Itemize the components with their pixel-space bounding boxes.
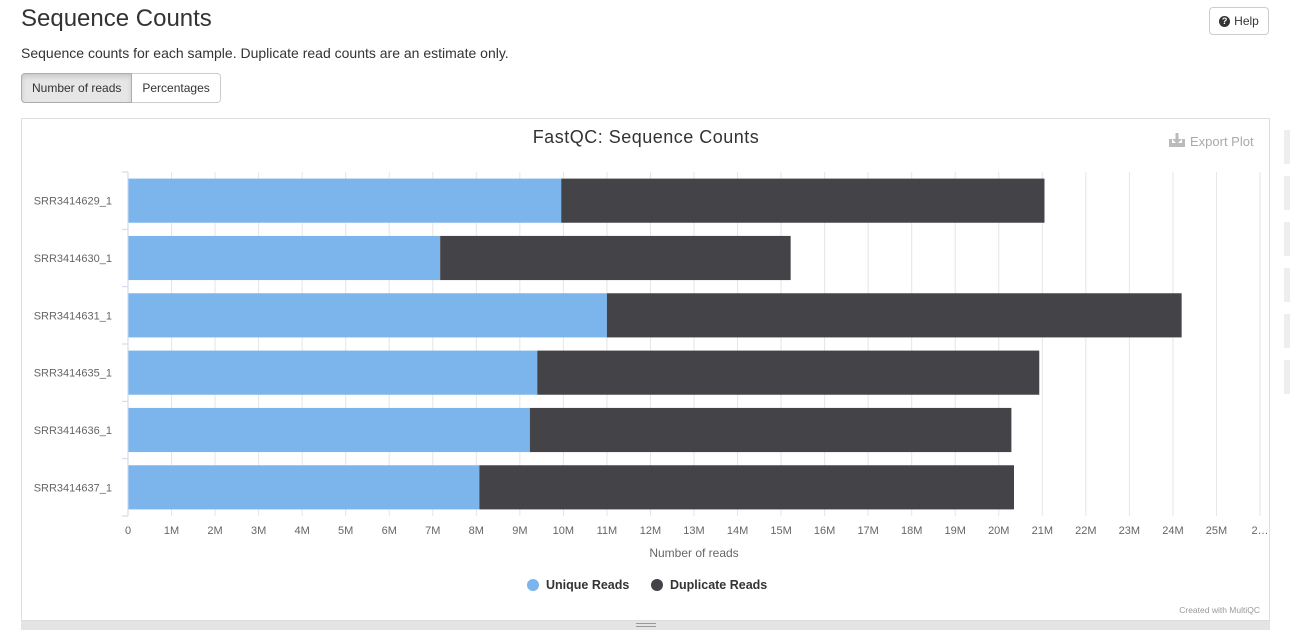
help-label: Help (1234, 14, 1259, 28)
export-plot-label: Export Plot (1190, 134, 1254, 149)
x-tick-label: 2M (207, 525, 222, 537)
side-tab[interactable] (1284, 222, 1290, 256)
legend-marker (527, 579, 539, 591)
chart-title: FastQC: Sequence Counts (533, 127, 760, 147)
help-button[interactable]: ? Help (1209, 7, 1269, 35)
page-description: Sequence counts for each sample. Duplica… (21, 45, 509, 61)
x-axis-title: Number of reads (649, 546, 738, 560)
x-tick-label: 24M (1162, 525, 1183, 537)
y-category-label: SRR3414630_1 (34, 253, 112, 265)
download-icon (1169, 133, 1185, 147)
x-tick-label: 20M (988, 525, 1009, 537)
credit-text: Created with MultiQC (1179, 605, 1260, 615)
x-tick-label: 3M (251, 525, 266, 537)
axis-layer: 0 1M 2M 3M 4M 5M 6M 7M 8M 9M 10M 11M 12M 13M 14M 15M 16M… (34, 171, 1269, 537)
x-tick-label: 2… (1251, 525, 1268, 537)
percentages-button[interactable]: Percentages (132, 73, 221, 103)
x-tick-label: 7M (425, 525, 440, 537)
legend-label: Unique Reads (546, 578, 629, 592)
unique-reads-bar[interactable] (128, 465, 480, 510)
side-toolbox-tabs (1284, 130, 1290, 406)
x-tick-label: 16M (814, 525, 835, 537)
x-tick-label: 11M (597, 525, 618, 537)
y-category-label: SRR3414631_1 (34, 310, 112, 322)
side-tab[interactable] (1284, 360, 1290, 394)
x-tick-label: 0 (125, 525, 131, 537)
side-tab[interactable] (1284, 176, 1290, 210)
x-tick-label: 6M (382, 525, 397, 537)
unique-reads-bar[interactable] (128, 235, 441, 281)
unique-reads-bar[interactable] (128, 407, 530, 453)
x-tick-label: 15M (770, 525, 791, 537)
export-plot-button[interactable]: Export Plot (1169, 133, 1254, 149)
grid-layer (127, 172, 1261, 516)
page-title: Sequence Counts (21, 5, 212, 32)
duplicate-reads-bar[interactable] (479, 465, 1015, 510)
x-tick-label: 19M (945, 525, 966, 537)
x-tick-label: 9M (512, 525, 527, 537)
legend-item-unique[interactable]: Unique Reads (527, 578, 629, 592)
x-tick-label: 25M (1206, 525, 1227, 537)
grip-icon (636, 623, 656, 627)
x-tick-label: 17M (857, 525, 878, 537)
legend-marker (651, 579, 663, 591)
plot-resize-handle[interactable] (21, 620, 1270, 630)
y-category-label: SRR3414636_1 (34, 425, 112, 437)
number-of-reads-button[interactable]: Number of reads (21, 73, 133, 103)
x-tick-label: 8M (469, 525, 484, 537)
x-tick-label: 10M (553, 525, 574, 537)
y-category-label: SRR3414635_1 (34, 368, 112, 380)
question-circle-icon: ? (1219, 15, 1231, 27)
x-tick-label: 1M (164, 525, 179, 537)
legend-label: Duplicate Reads (670, 578, 767, 592)
x-tick-label: 14M (727, 525, 748, 537)
duplicate-reads-bar[interactable] (561, 178, 1045, 223)
side-tab[interactable] (1284, 314, 1290, 348)
duplicate-reads-bar[interactable] (440, 235, 791, 281)
legend-item-duplicate[interactable]: Duplicate Reads (651, 578, 767, 592)
x-tick-label: 5M (338, 525, 353, 537)
duplicate-reads-bar[interactable] (606, 293, 1182, 338)
side-tab[interactable] (1284, 268, 1290, 302)
x-tick-label: 4M (295, 525, 310, 537)
x-tick-label: 22M (1075, 525, 1096, 537)
legend: Unique Reads Duplicate Reads (527, 578, 767, 592)
x-tick-label: 21M (1032, 525, 1053, 537)
x-tick-label: 18M (901, 525, 922, 537)
y-category-label: SRR3414637_1 (34, 482, 112, 494)
view-toggle-group: Number of reads Percentages (21, 73, 221, 103)
y-category-label: SRR3414629_1 (34, 196, 112, 208)
side-tab[interactable] (1284, 130, 1290, 164)
duplicate-reads-bar[interactable] (537, 350, 1040, 395)
x-tick-label: 12M (640, 525, 661, 537)
duplicate-reads-bar[interactable] (529, 407, 1012, 453)
x-tick-label: 23M (1119, 525, 1140, 537)
sequence-counts-chart: 0 1M 2M 3M 4M 5M 6M 7M 8M 9M 10M 11M 12M 13M 14M 15M 16M… (34, 127, 1269, 615)
unique-reads-bar[interactable] (128, 350, 538, 395)
unique-reads-bar[interactable] (128, 178, 562, 223)
bar-layer (128, 178, 1182, 510)
unique-reads-bar[interactable] (128, 293, 607, 338)
x-tick-label: 13M (683, 525, 704, 537)
